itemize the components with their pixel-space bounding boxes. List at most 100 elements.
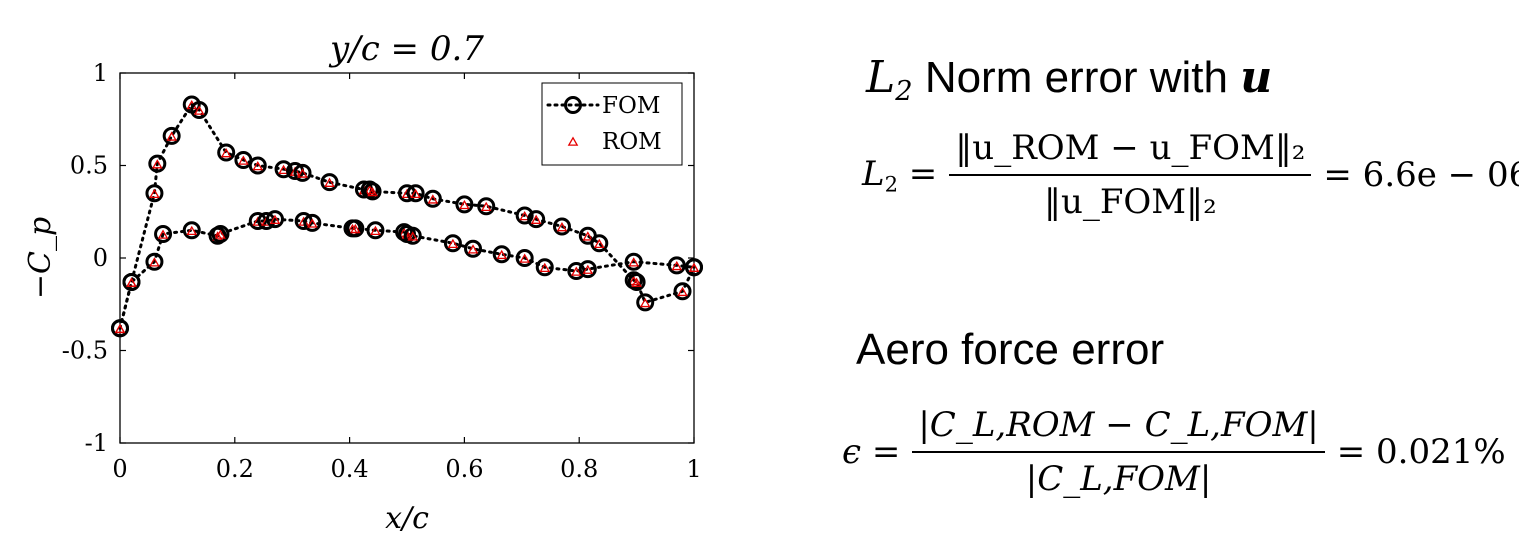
rom-point <box>671 260 683 271</box>
chart-title: y/c = 0.7 <box>328 29 484 69</box>
rom-point <box>151 159 163 169</box>
x-tick-label: 1 <box>686 455 701 483</box>
fom-point <box>636 293 655 312</box>
fom-point <box>145 252 164 271</box>
fom-point <box>320 173 339 192</box>
rom-point <box>157 229 169 239</box>
rom-point <box>539 262 551 273</box>
rom-point <box>297 168 308 178</box>
rom-point <box>519 210 530 221</box>
fom-point <box>567 261 586 280</box>
aero-equation: ϵ = |C_L,ROM − C_L,FOM| |C_L,FOM| = 0.02… <box>842 405 1506 499</box>
fom-point <box>211 224 230 243</box>
legend-fom-label: FOM <box>602 93 660 119</box>
fom-point <box>265 210 284 229</box>
rom-point <box>631 277 642 287</box>
aero-heading: Aero force error <box>856 325 1165 374</box>
y-tick-label: 0 <box>93 244 108 272</box>
aero-fraction: |C_L,ROM − C_L,FOM| |C_L,FOM| <box>912 405 1325 499</box>
l2-equation-lhs: L2 = <box>862 153 938 197</box>
l2-heading-symbol: L2 <box>866 52 913 108</box>
l2-heading: L2 Norm error with u <box>866 52 1272 107</box>
fom-point <box>257 212 276 230</box>
fom-point <box>274 160 293 179</box>
fom-point <box>303 213 322 232</box>
fom-point <box>423 189 442 208</box>
fom-point <box>248 156 267 175</box>
rom-point <box>370 225 381 236</box>
y-tick-label: -0.5 <box>62 337 108 365</box>
axes: 0 0.2 0.4 0.6 0.8 1 -1 -0.5 0 0.5 1 <box>62 59 702 483</box>
aero-value: = 0.021% <box>1336 432 1506 472</box>
rom-point <box>149 188 160 199</box>
legend-fom-marker <box>564 96 582 114</box>
x-axis-label: x/c <box>385 501 429 536</box>
rom-point <box>114 323 126 334</box>
fom-point <box>162 126 181 145</box>
rom-point <box>571 266 582 276</box>
fom-point <box>685 258 703 277</box>
fom-point <box>217 143 236 162</box>
l2-fraction: ‖u_ROM − u_FOM‖₂ ‖u_FOM‖₂ <box>949 128 1312 222</box>
fom-point <box>406 184 425 203</box>
fom-point <box>464 239 483 258</box>
x-tick-label: 0 <box>112 455 127 483</box>
rom-point <box>556 222 568 232</box>
fom-point <box>515 249 534 267</box>
fom-point <box>477 197 496 216</box>
fom-point <box>182 221 201 240</box>
aero-section: Aero force error <box>856 325 1164 375</box>
rom-point <box>480 201 492 212</box>
fom-point <box>673 282 692 301</box>
rom-point <box>639 297 651 308</box>
rom-point <box>582 231 594 241</box>
rom-point <box>186 225 198 236</box>
fom-point <box>122 273 141 292</box>
rom-point <box>306 218 318 228</box>
l2-equation: L2 = ‖u_ROM − u_FOM‖₂ ‖u_FOM‖₂ = 6.6e − … <box>862 128 1519 222</box>
l2-section: L2 Norm error with u <box>866 52 1272 107</box>
rom-point <box>628 257 640 267</box>
x-tick-label: 0.6 <box>445 455 483 483</box>
rom-point <box>350 223 361 234</box>
fom-point <box>552 217 571 236</box>
aero-equation-lhs: ϵ = <box>842 432 901 472</box>
aero-denominator: |C_L,FOM| <box>1025 459 1212 499</box>
rom-point <box>427 194 439 204</box>
fom-point <box>590 234 609 253</box>
rom-point <box>324 177 335 187</box>
fom-point <box>667 256 686 275</box>
legend: FOM ROM <box>541 82 683 166</box>
l2-value: = 6.6e − 06 <box>1323 155 1519 195</box>
fom-point <box>535 258 554 277</box>
y-tick-label: 1 <box>93 59 108 87</box>
rom-point <box>459 199 470 210</box>
rom-point <box>407 231 419 241</box>
rom-point <box>220 148 232 158</box>
data-markers <box>111 95 703 338</box>
fom-point <box>624 252 643 271</box>
rom-point <box>496 249 508 260</box>
y-axis-label: −C_p <box>23 217 58 299</box>
rom-point <box>447 238 459 249</box>
x-tick-label: 0.8 <box>560 455 598 483</box>
rom-point <box>582 264 594 274</box>
fom-point <box>627 273 646 292</box>
aero-numerator: |C_L,ROM − C_L,FOM| <box>912 405 1325 453</box>
l2-heading-text: Norm error with <box>924 53 1228 102</box>
rom-point <box>410 188 421 199</box>
rom-point <box>238 155 249 165</box>
rom-point <box>193 105 205 115</box>
y-tick-label: -1 <box>85 429 108 457</box>
fom-point <box>111 319 129 338</box>
fom-line <box>118 217 696 330</box>
fom-point <box>363 182 382 201</box>
fom-point <box>366 221 385 240</box>
rom-point <box>688 262 700 273</box>
x-tick-label: 0.4 <box>331 455 369 483</box>
rom-point <box>677 286 688 297</box>
fom-point <box>145 184 164 203</box>
fom-point <box>293 163 312 182</box>
rom-point <box>593 238 605 249</box>
legend-rom-marker <box>567 136 579 146</box>
